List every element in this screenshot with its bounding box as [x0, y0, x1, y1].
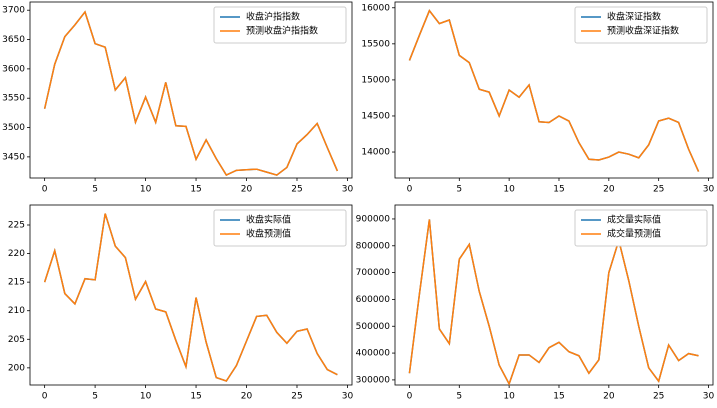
y-tick-label: 200	[8, 363, 25, 373]
legend-frame	[574, 6, 708, 44]
y-tick-label: 600000	[356, 295, 391, 305]
y-tick-label: 400000	[356, 349, 391, 359]
x-tick-label: 20	[603, 392, 615, 402]
y-tick-label: 900000	[356, 214, 391, 224]
y-tick-label: 3700	[2, 6, 25, 16]
legend-label: 收盘沪指指数	[246, 11, 300, 23]
series-line	[408, 219, 699, 386]
plot-frame	[394, 1, 714, 179]
series-line	[43, 10, 339, 177]
x-tick-label: 25	[291, 185, 302, 195]
x-tick-label: 30	[342, 185, 354, 195]
y-tick-label: 3600	[2, 64, 25, 74]
legend-label: 收盘深证指数	[607, 11, 661, 23]
x-tick-label: 20	[241, 392, 253, 402]
x-tick-label: 0	[407, 185, 413, 195]
y-tick-label: 14500	[361, 111, 390, 121]
y-tick-label: 14000	[361, 148, 390, 158]
y-tick-label: 700000	[356, 268, 391, 278]
y-tick-label: 215	[8, 278, 25, 288]
y-tick-label: 15000	[361, 75, 390, 85]
x-tick-label: 10	[503, 185, 515, 195]
y-tick-label: 300000	[356, 375, 391, 385]
plot: 0 5 10 15 20 25 30 300000 400000 500000 600000 7000…	[356, 204, 715, 402]
legend-label: 收盘预测值	[246, 228, 291, 240]
plot-frame	[394, 204, 714, 386]
x-tick-label: 15	[190, 185, 201, 195]
y-tick-label: 225	[8, 221, 25, 231]
x-tick-label: 5	[456, 392, 462, 402]
x-tick-label: 0	[42, 185, 48, 195]
x-tick-label: 10	[140, 392, 152, 402]
y-tick-label: 3550	[2, 94, 25, 104]
x-tick-label: 30	[703, 185, 715, 195]
legend-label: 收盘实际值	[246, 214, 291, 226]
x-tick-label: 0	[407, 392, 413, 402]
series-line	[43, 213, 338, 382]
x-tick-label: 25	[653, 185, 664, 195]
legend-label: 预测收盘深证指数	[607, 25, 679, 37]
plot: 0 5 10 15 20 25 30 14000 14500 15000 15500 16000 收盘深…	[361, 1, 715, 195]
x-tick-label: 15	[553, 185, 564, 195]
x-tick-label: 20	[241, 185, 253, 195]
y-tick-label: 500000	[356, 322, 391, 332]
x-tick-label: 25	[653, 392, 664, 402]
series-line	[408, 9, 700, 172]
x-tick-label: 20	[603, 185, 615, 195]
y-tick-label: 3450	[2, 152, 25, 162]
x-tick-label: 30	[703, 392, 715, 402]
y-tick-label: 800000	[356, 241, 391, 251]
y-tick-label: 16000	[361, 3, 390, 13]
legend-label: 预测收盘沪指指数	[246, 25, 318, 37]
x-tick-label: 10	[503, 392, 515, 402]
legend-frame	[574, 209, 708, 247]
x-tick-label: 5	[456, 185, 462, 195]
y-tick-label: 220	[8, 249, 25, 259]
y-tick-label: 3500	[2, 123, 25, 133]
y-tick-label: 205	[8, 335, 25, 345]
legend-frame	[213, 6, 347, 44]
plot: 0 5 10 15 20 25 30 3450 3500 3550 3600 3650 3700 收盘沪指…	[2, 1, 354, 195]
y-tick-label: 210	[8, 306, 25, 316]
x-tick-label: 5	[92, 185, 98, 195]
plot-frame	[29, 1, 353, 179]
x-tick-label: 0	[42, 392, 48, 402]
x-tick-label: 25	[291, 392, 302, 402]
x-tick-label: 15	[190, 392, 201, 402]
x-tick-label: 10	[140, 185, 152, 195]
x-tick-label: 30	[342, 392, 354, 402]
y-tick-label: 15500	[361, 39, 390, 49]
legend-label: 成交量预测值	[607, 228, 661, 240]
plot-frame	[29, 204, 353, 386]
x-tick-label: 15	[553, 392, 564, 402]
legend-frame	[213, 209, 347, 247]
x-tick-label: 5	[92, 392, 98, 402]
y-tick-label: 3650	[2, 35, 25, 45]
legend-label: 成交量实际值	[607, 214, 661, 226]
